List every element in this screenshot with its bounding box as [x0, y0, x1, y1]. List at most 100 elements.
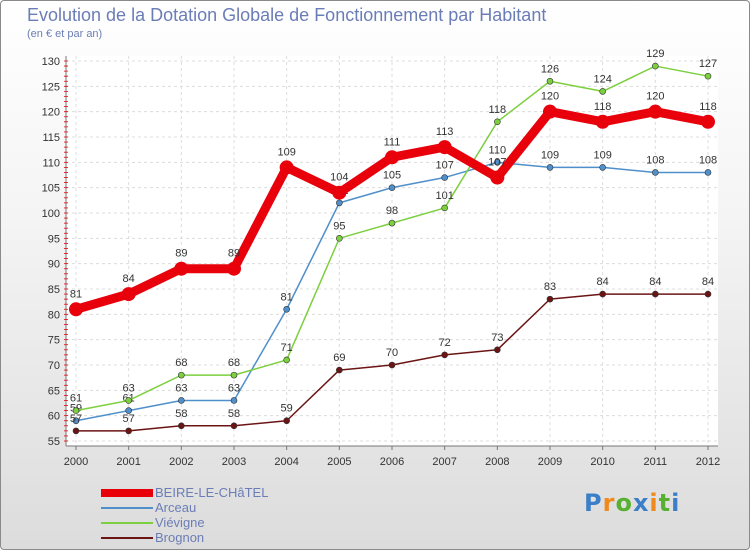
- data-point-beire-le-ch-tel: [332, 185, 347, 200]
- data-label-beire-le-ch-tel: 118: [699, 101, 717, 113]
- data-label-brognon: 84: [702, 276, 714, 288]
- data-point-beire-le-ch-tel: [227, 261, 241, 276]
- legend-swatch: [101, 522, 153, 524]
- y-tick-label: 90: [48, 259, 60, 271]
- data-label-vi-vigne: 63: [123, 382, 135, 394]
- data-label-brognon: 59: [281, 403, 293, 415]
- data-point-brognon: [652, 290, 659, 298]
- data-point-brognon: [336, 366, 343, 374]
- legend-label: Arceau: [155, 500, 197, 515]
- data-label-arceau: 107: [435, 160, 453, 172]
- data-label-arceau: 108: [699, 154, 717, 166]
- data-label-vi-vigne: 68: [175, 357, 187, 369]
- data-point-brognon: [125, 427, 132, 435]
- data-point-beire-le-ch-tel: [543, 104, 557, 119]
- legend-label: Brognon: [155, 530, 205, 545]
- data-label-beire-le-ch-tel: 109: [277, 146, 295, 158]
- x-tick-label: 2005: [327, 456, 351, 468]
- data-label-brognon: 57: [123, 413, 135, 425]
- data-point-arceau: [441, 174, 448, 181]
- data-point-arceau: [230, 397, 238, 404]
- x-tick-label: 2003: [222, 456, 246, 468]
- data-label-arceau: 109: [541, 149, 559, 161]
- data-label-beire-le-ch-tel: 120: [541, 91, 559, 103]
- data-point-vi-vigne: [546, 77, 554, 85]
- data-label-brognon: 70: [386, 347, 398, 359]
- y-tick-label: 75: [48, 335, 60, 347]
- data-label-vi-vigne: 98: [386, 205, 398, 217]
- data-point-beire-le-ch-tel: [385, 150, 399, 165]
- data-label-beire-le-ch-tel: 118: [594, 101, 612, 113]
- data-point-arceau: [72, 417, 80, 425]
- data-label-arceau: 81: [281, 291, 293, 303]
- logo-letter: o: [615, 489, 633, 517]
- data-label-beire-le-ch-tel: 120: [646, 91, 664, 103]
- y-tick-label: 105: [42, 183, 60, 195]
- data-point-brognon: [494, 346, 501, 354]
- data-point-beire-le-ch-tel: [174, 261, 189, 276]
- data-point-arceau: [704, 169, 712, 176]
- data-label-vi-vigne: 129: [646, 48, 664, 60]
- x-tick-label: 2011: [644, 456, 668, 468]
- chart-title: Evolution de la Dotation Globale de Fonc…: [27, 5, 547, 25]
- data-label-arceau: 105: [383, 170, 401, 182]
- y-tick-label: 60: [48, 411, 60, 423]
- logo-letter: x: [632, 489, 650, 517]
- data-label-beire-le-ch-tel: 84: [123, 273, 135, 285]
- data-label-arceau: 110: [489, 144, 507, 156]
- data-label-vi-vigne: 126: [541, 63, 559, 75]
- y-tick-label: 70: [48, 360, 60, 372]
- data-label-beire-le-ch-tel: 111: [384, 136, 401, 148]
- data-point-arceau: [546, 164, 554, 171]
- x-tick-label: 2006: [380, 456, 404, 468]
- data-point-vi-vigne: [494, 118, 501, 126]
- data-point-arceau: [178, 397, 185, 404]
- data-label-arceau: 108: [646, 154, 664, 166]
- y-tick-label: 120: [42, 107, 60, 119]
- data-point-beire-le-ch-tel: [69, 302, 83, 317]
- x-tick-label: 2012: [696, 456, 720, 468]
- data-point-vi-vigne: [178, 371, 185, 379]
- data-point-beire-le-ch-tel: [437, 140, 452, 155]
- data-point-brognon: [599, 290, 606, 298]
- logo-letter: i: [671, 489, 681, 517]
- logo-letter: r: [602, 489, 616, 517]
- data-label-vi-vigne: 124: [593, 73, 611, 85]
- data-point-arceau: [336, 199, 343, 207]
- data-point-brognon: [230, 422, 238, 430]
- y-tick-label: 95: [48, 233, 60, 245]
- y-tick-label: 110: [42, 157, 60, 169]
- data-point-vi-vigne: [283, 356, 290, 364]
- data-point-vi-vigne: [441, 204, 448, 212]
- data-label-arceau: 109: [593, 149, 611, 161]
- legend-swatch: [101, 489, 153, 497]
- x-tick-label: 2002: [169, 456, 193, 468]
- data-label-brognon: 83: [544, 281, 556, 293]
- data-label-vi-vigne: 61: [70, 393, 82, 405]
- data-point-vi-vigne: [125, 397, 132, 404]
- legend-label: BEIRE-LE-CHâTEL: [155, 485, 269, 500]
- chart-subtitle: (en € et par an): [27, 28, 103, 40]
- data-label-vi-vigne: 127: [699, 58, 717, 70]
- data-point-brognon: [704, 290, 712, 298]
- data-point-beire-le-ch-tel: [648, 104, 663, 119]
- data-label-brognon: 84: [649, 276, 661, 288]
- data-point-beire-le-ch-tel: [279, 160, 294, 175]
- data-point-brognon: [283, 417, 290, 425]
- y-tick-label: 55: [48, 436, 60, 448]
- data-label-vi-vigne: 95: [333, 220, 345, 232]
- legend-swatch: [101, 537, 153, 539]
- data-label-beire-le-ch-tel: 89: [228, 248, 240, 260]
- data-label-arceau: 63: [175, 382, 187, 394]
- data-label-beire-le-ch-tel: 107: [488, 157, 506, 169]
- x-tick-label: 2001: [116, 456, 140, 468]
- legend-swatch: [101, 507, 153, 509]
- data-point-vi-vigne: [230, 371, 238, 379]
- data-label-brognon: 72: [439, 337, 451, 349]
- y-tick-label: 115: [42, 132, 60, 144]
- data-point-brognon: [72, 427, 80, 435]
- y-tick-label: 65: [48, 385, 60, 397]
- data-point-arceau: [125, 407, 132, 414]
- data-label-brognon: 69: [333, 352, 345, 364]
